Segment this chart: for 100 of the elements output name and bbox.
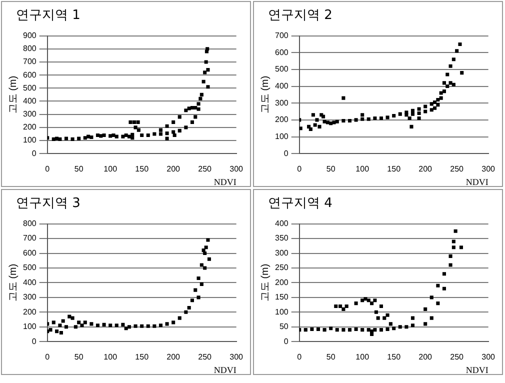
point bbox=[132, 120, 136, 124]
x-tick-label: 300 bbox=[482, 352, 496, 362]
point bbox=[83, 136, 87, 140]
point bbox=[404, 325, 408, 329]
point bbox=[172, 120, 176, 124]
point bbox=[373, 298, 377, 302]
point bbox=[146, 134, 150, 138]
y-tick-label: 100 bbox=[274, 307, 289, 316]
y-tick-label: 900 bbox=[22, 31, 37, 40]
point bbox=[58, 137, 62, 141]
y-tick-label: 300 bbox=[22, 110, 37, 119]
y-tick-label: 100 bbox=[22, 136, 37, 145]
point bbox=[200, 92, 204, 96]
point bbox=[178, 316, 182, 320]
point bbox=[96, 134, 100, 138]
point bbox=[424, 110, 428, 114]
point bbox=[448, 81, 452, 85]
point bbox=[430, 316, 434, 320]
y-tick-label: 350 bbox=[274, 234, 289, 243]
x-tick-label: 0 bbox=[297, 352, 302, 362]
x-tick-label: 300 bbox=[230, 352, 244, 362]
chart-title: 연구지역 3 bbox=[15, 195, 82, 213]
point bbox=[370, 302, 374, 306]
point bbox=[360, 117, 364, 121]
point bbox=[452, 246, 456, 250]
chart-title: 연구지역 2 bbox=[267, 7, 334, 25]
point bbox=[196, 102, 200, 106]
point bbox=[114, 324, 118, 328]
point bbox=[128, 120, 132, 124]
x-tick-label: 0 bbox=[45, 352, 50, 362]
x-tick-label: 250 bbox=[450, 352, 464, 362]
point bbox=[58, 324, 62, 328]
y-tick-label: 500 bbox=[22, 83, 37, 92]
x-tick-label: 50 bbox=[74, 352, 84, 362]
point bbox=[322, 328, 326, 332]
y-tick-label: 500 bbox=[274, 64, 289, 74]
point bbox=[354, 118, 358, 122]
point bbox=[96, 324, 100, 328]
point bbox=[379, 304, 384, 308]
point bbox=[310, 327, 314, 332]
point bbox=[410, 316, 415, 320]
point bbox=[439, 96, 443, 100]
point bbox=[190, 106, 194, 110]
point bbox=[386, 313, 390, 317]
point bbox=[121, 134, 125, 138]
point bbox=[370, 332, 374, 336]
point bbox=[307, 124, 311, 128]
y-tick-label: 0 bbox=[32, 148, 37, 158]
point bbox=[316, 327, 320, 332]
point bbox=[366, 117, 370, 121]
point bbox=[194, 288, 198, 292]
point bbox=[64, 136, 68, 140]
point bbox=[436, 284, 440, 288]
x-tick-label: 250 bbox=[198, 164, 212, 174]
point bbox=[311, 113, 315, 117]
point bbox=[207, 257, 212, 261]
y-tick-label: 0 bbox=[284, 148, 289, 158]
point bbox=[424, 104, 428, 108]
point bbox=[373, 116, 377, 120]
y-tick-label: 600 bbox=[22, 248, 37, 258]
point bbox=[196, 276, 200, 280]
y-tick-label: 200 bbox=[22, 122, 37, 132]
point bbox=[410, 324, 415, 328]
point bbox=[458, 42, 462, 46]
point bbox=[184, 126, 188, 130]
point bbox=[459, 246, 464, 250]
y-tick-label: 600 bbox=[274, 48, 289, 57]
point bbox=[136, 120, 140, 124]
point bbox=[178, 115, 182, 119]
point bbox=[203, 266, 207, 270]
y-axis-title: 고도 (m) bbox=[8, 76, 19, 114]
x-tick-label: 50 bbox=[74, 164, 84, 174]
point bbox=[146, 324, 150, 328]
point bbox=[342, 96, 346, 100]
y-tick-label: 0 bbox=[284, 336, 289, 346]
point bbox=[68, 314, 72, 318]
x-tick-label: 300 bbox=[230, 164, 244, 174]
point bbox=[392, 114, 396, 118]
point bbox=[134, 126, 138, 130]
point bbox=[204, 246, 208, 250]
x-tick-label: 100 bbox=[356, 164, 370, 174]
point bbox=[200, 282, 204, 286]
point bbox=[366, 298, 370, 302]
point bbox=[102, 322, 106, 326]
point bbox=[165, 322, 169, 326]
point bbox=[448, 254, 452, 258]
point bbox=[86, 134, 90, 138]
x-tick-label: 150 bbox=[135, 352, 150, 362]
point bbox=[448, 263, 452, 267]
point bbox=[152, 324, 156, 328]
x-tick-label: 300 bbox=[482, 164, 496, 174]
y-tick-label: 700 bbox=[22, 57, 37, 66]
point bbox=[313, 123, 317, 127]
x-axis-title: NDVI bbox=[214, 176, 236, 187]
y-tick-label: 700 bbox=[274, 31, 289, 40]
x-tick-label: 150 bbox=[387, 352, 402, 362]
x-tick-label: 200 bbox=[166, 352, 181, 362]
point bbox=[408, 116, 412, 120]
point bbox=[410, 108, 415, 112]
point bbox=[61, 319, 65, 323]
